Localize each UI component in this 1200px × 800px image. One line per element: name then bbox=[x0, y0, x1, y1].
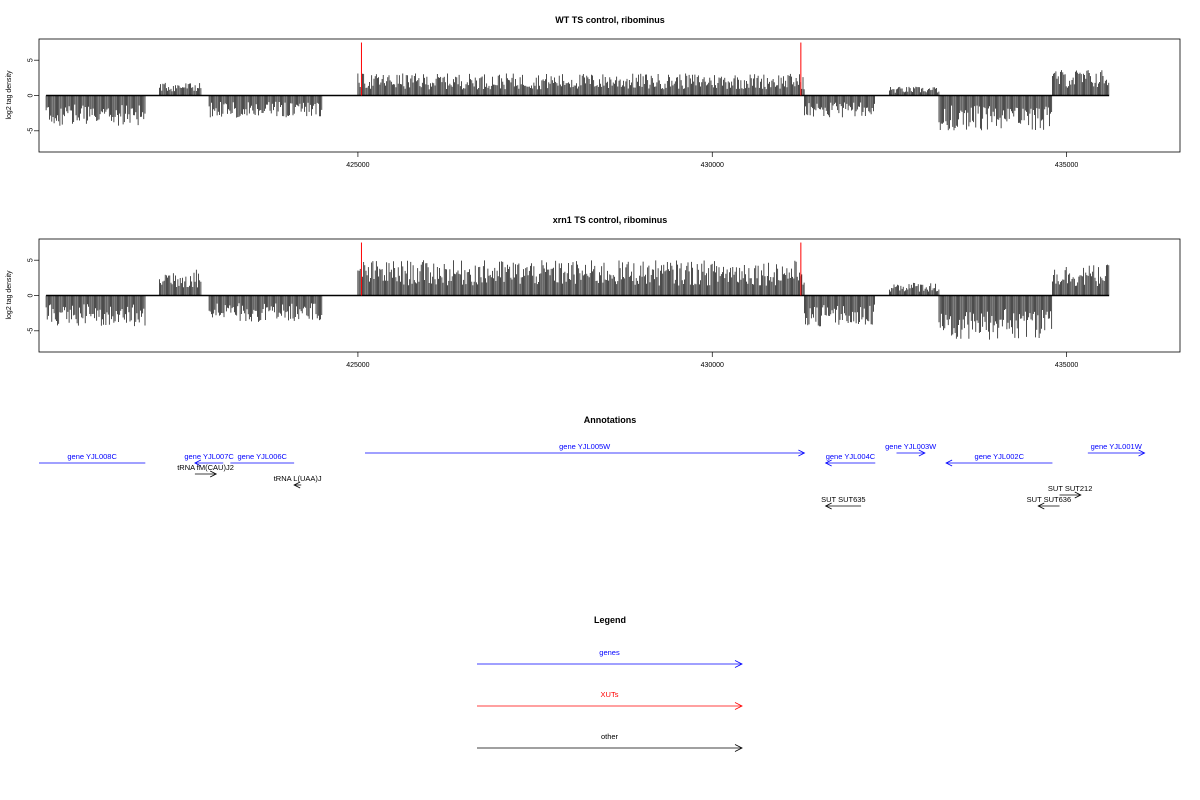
feature-label: tRNA L(UAA)J bbox=[274, 474, 322, 483]
y-tick-label: 5 bbox=[28, 58, 35, 62]
x-tick-label: 430000 bbox=[701, 362, 724, 369]
legend-item-label: other bbox=[601, 732, 619, 741]
feature-label: SUT SUT212 bbox=[1048, 484, 1092, 493]
legend-item-arrowhead bbox=[734, 744, 743, 752]
x-tick-label: 430000 bbox=[701, 162, 724, 169]
feature-arrowhead bbox=[194, 459, 202, 467]
feature-arrowhead bbox=[824, 502, 832, 510]
bar-group bbox=[45, 242, 1110, 340]
feature-label: SUT SUT635 bbox=[821, 495, 865, 504]
y-tick-label: 0 bbox=[28, 293, 35, 297]
bar-group bbox=[45, 42, 1110, 131]
feature-arrowhead bbox=[209, 470, 218, 478]
feature-label: gene YJL006C bbox=[237, 452, 287, 461]
track-panel-xrn1: xrn1 TS control, ribominus log2 tag dens… bbox=[6, 215, 1181, 369]
legend-item-arrowhead bbox=[734, 702, 743, 710]
y-tick-label: -5 bbox=[28, 328, 35, 334]
feature-label: gene YJL001W bbox=[1091, 442, 1143, 451]
annotation-features: gene YJL008C gene YJL007C gene YJL006CtRNA… bbox=[39, 442, 1146, 510]
y-axis-label: log2 tag density bbox=[6, 70, 13, 120]
feature-label: gene YJL005W bbox=[559, 442, 611, 451]
legend-items: genes XUTs other bbox=[477, 648, 743, 752]
feature-label: gene YJL003W bbox=[885, 442, 937, 451]
legend-item-label: XUTs bbox=[601, 690, 619, 699]
feature-label: tRNA fM(CAU)J2 bbox=[177, 463, 234, 472]
feature-arrowhead bbox=[1074, 491, 1082, 499]
y-tick-label: 0 bbox=[28, 93, 35, 97]
legend-panel: Legend genes XUTs other bbox=[477, 615, 743, 752]
feature-arrowhead bbox=[1037, 502, 1045, 510]
feature-arrowhead bbox=[798, 449, 806, 457]
feature-arrowhead bbox=[824, 459, 832, 467]
feature-arrowhead bbox=[918, 449, 926, 457]
annotations-title: Annotations bbox=[584, 415, 637, 425]
feature-label: gene YJL007C bbox=[184, 452, 234, 461]
track-panel-wt: WT TS control, ribominus log2 tag densit… bbox=[6, 15, 1181, 169]
feature-label: gene YJL002C bbox=[975, 452, 1025, 461]
axes: -5 0 5 425000 430000 435000 bbox=[28, 258, 1079, 369]
feature-arrowhead bbox=[1138, 449, 1146, 457]
x-tick-label: 425000 bbox=[346, 362, 369, 369]
panel-title: WT TS control, ribominus bbox=[555, 15, 665, 25]
feature-label: SUT SUT636 bbox=[1027, 495, 1071, 504]
y-tick-label: 5 bbox=[28, 258, 35, 262]
feature-arrowhead bbox=[945, 459, 953, 467]
legend-item-label: genes bbox=[599, 648, 620, 657]
x-tick-label: 435000 bbox=[1055, 162, 1078, 169]
feature-arrowhead bbox=[293, 481, 301, 489]
annotations-panel: Annotations gene YJL008C gene YJL007C gene… bbox=[39, 415, 1146, 510]
legend-title: Legend bbox=[594, 615, 626, 625]
feature-label: gene YJL008C bbox=[67, 452, 117, 461]
axes: -5 0 5 425000 430000 435000 bbox=[28, 58, 1079, 169]
x-tick-label: 425000 bbox=[346, 162, 369, 169]
x-tick-label: 435000 bbox=[1055, 362, 1078, 369]
panel-title: xrn1 TS control, ribominus bbox=[553, 215, 668, 225]
feature-label: gene YJL004C bbox=[826, 452, 876, 461]
legend-item-arrowhead bbox=[734, 660, 743, 668]
y-tick-label: -5 bbox=[28, 128, 35, 134]
y-axis-label: log2 tag density bbox=[6, 270, 13, 320]
